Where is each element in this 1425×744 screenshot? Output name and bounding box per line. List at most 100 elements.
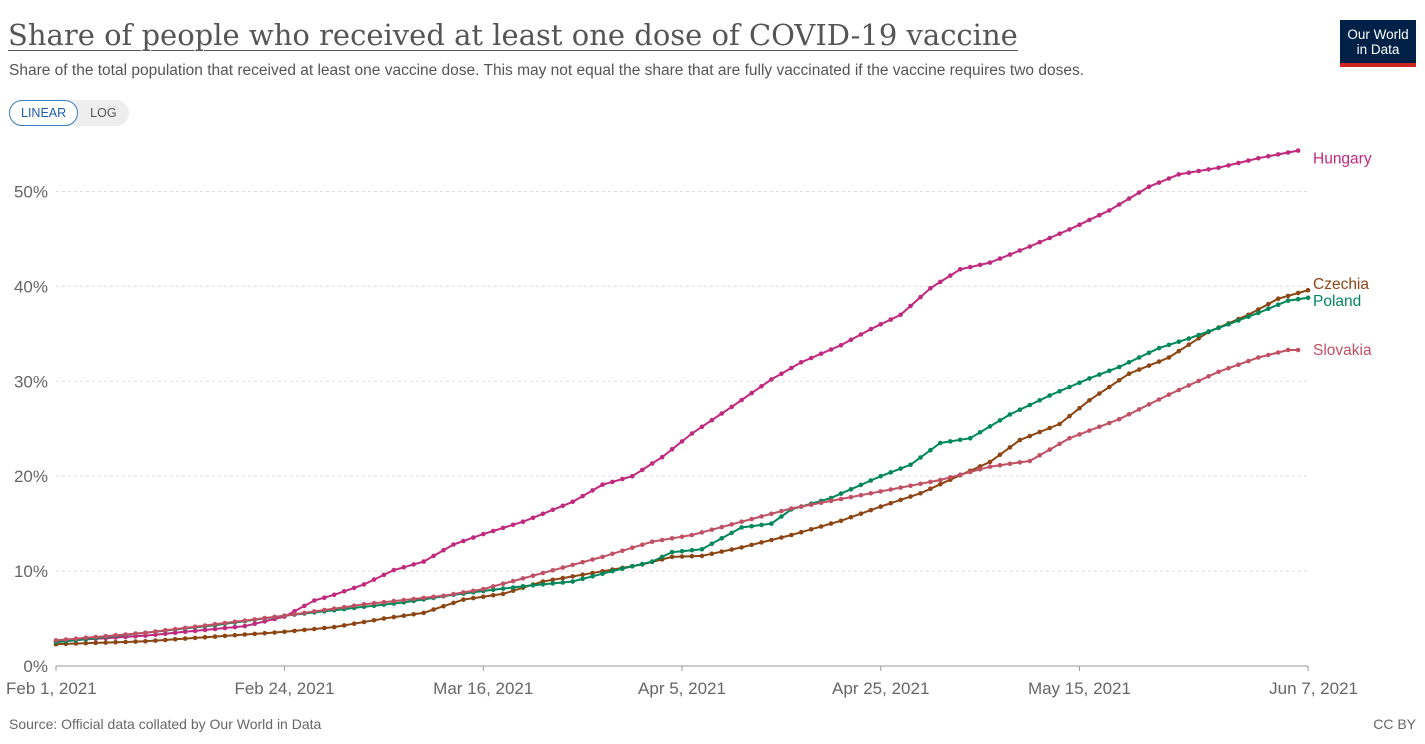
data-point [957, 472, 963, 478]
data-point [1176, 387, 1182, 393]
data-point [659, 454, 665, 460]
data-point [610, 568, 615, 574]
data-point [1226, 365, 1231, 371]
data-point [858, 332, 864, 337]
owid-logo[interactable]: Our World in Data [1340, 20, 1416, 67]
data-point [590, 574, 595, 579]
data-point [351, 585, 357, 591]
data-point [898, 485, 903, 490]
data-point [1216, 369, 1221, 375]
data-point [282, 629, 287, 635]
data-point [838, 496, 844, 502]
linear-scale-button[interactable]: LINEAR [9, 100, 79, 126]
data-point [600, 482, 605, 488]
data-point [510, 585, 516, 590]
data-point [451, 591, 456, 597]
series-label-poland: Poland [1313, 293, 1361, 310]
data-point [580, 559, 585, 565]
data-point [371, 618, 377, 623]
data-point [222, 620, 228, 626]
data-point [212, 626, 218, 632]
data-point [431, 607, 436, 612]
data-point [510, 588, 516, 594]
data-point [1027, 402, 1033, 408]
series-line [55, 289, 1309, 646]
data-point [878, 322, 883, 327]
data-point [510, 578, 516, 584]
data-point [898, 497, 903, 503]
data-point [1057, 421, 1062, 427]
data-point [500, 591, 506, 597]
data-point [1057, 441, 1062, 447]
data-point [1196, 168, 1201, 174]
series-hungary[interactable] [53, 148, 1301, 644]
data-point [1057, 388, 1062, 394]
data-point [640, 542, 645, 547]
data-point [967, 469, 973, 475]
data-point [212, 634, 218, 639]
y-tick-label: 30% [14, 372, 48, 391]
data-point [1097, 212, 1102, 218]
data-point [938, 440, 943, 446]
data-point [381, 599, 387, 605]
series-czechia[interactable] [53, 287, 1311, 647]
data-point [808, 527, 814, 532]
data-point [948, 475, 953, 480]
data-point [1275, 152, 1281, 157]
data-point [709, 417, 715, 423]
data-point [222, 625, 228, 631]
data-point [759, 522, 764, 528]
data-point [798, 529, 804, 535]
data-point [1246, 158, 1251, 163]
data-point [1057, 231, 1062, 236]
data-point [1166, 176, 1172, 181]
data-point [1206, 374, 1211, 379]
data-point [1017, 437, 1023, 443]
data-point [550, 568, 556, 573]
data-point [550, 577, 556, 583]
data-point [252, 617, 257, 622]
data-point [401, 613, 407, 618]
data-point [490, 587, 496, 593]
data-point [669, 554, 675, 560]
data-point [967, 264, 973, 270]
data-point [729, 404, 734, 410]
data-point [540, 582, 546, 587]
data-point [163, 628, 168, 633]
data-point [83, 635, 89, 641]
data-point [252, 621, 257, 627]
data-point [401, 565, 407, 570]
data-point [640, 467, 645, 473]
series-slovakia[interactable] [53, 347, 1301, 643]
log-scale-button[interactable]: LOG [78, 100, 129, 126]
data-point [391, 614, 397, 620]
data-point [1186, 336, 1192, 341]
data-point [798, 360, 804, 365]
data-point [133, 631, 138, 636]
license-link[interactable]: CC BY [1373, 716, 1416, 732]
data-point [242, 618, 248, 623]
data-point [1126, 371, 1132, 376]
data-point [699, 553, 705, 559]
data-point [659, 537, 665, 543]
data-point [411, 562, 417, 567]
x-tick-label: Jun 7, 2021 [1269, 679, 1358, 698]
data-point [828, 521, 834, 526]
data-point [689, 532, 695, 538]
data-point [779, 508, 784, 514]
data-point [1087, 428, 1092, 433]
data-point [530, 515, 536, 521]
data-point [1017, 407, 1023, 413]
data-point [739, 397, 744, 403]
data-point [560, 575, 566, 581]
data-point [182, 636, 188, 641]
data-point [530, 583, 536, 588]
data-point [997, 452, 1003, 458]
data-point [1136, 355, 1142, 360]
data-point [1246, 314, 1251, 319]
data-point [669, 447, 675, 452]
data-point [977, 467, 983, 472]
data-point [312, 609, 317, 614]
series-poland[interactable] [53, 295, 1311, 645]
data-point [1236, 160, 1241, 166]
